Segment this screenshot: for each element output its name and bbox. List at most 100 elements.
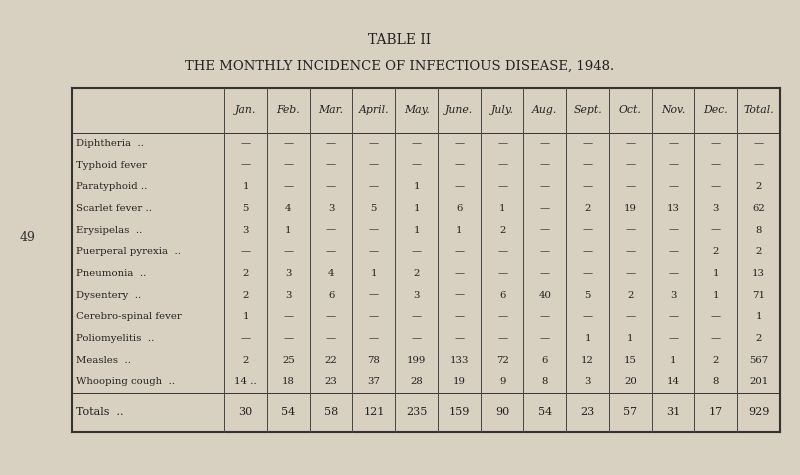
Text: 5: 5 [370, 204, 377, 213]
Text: —: — [369, 139, 379, 148]
Text: —: — [369, 247, 379, 257]
Text: 4: 4 [328, 269, 334, 278]
Text: 5: 5 [585, 291, 591, 300]
Text: Typhoid fever: Typhoid fever [76, 161, 147, 170]
Text: Whooping cough  ..: Whooping cough .. [76, 377, 175, 386]
Text: —: — [626, 226, 635, 235]
Text: —: — [540, 161, 550, 170]
Text: 1: 1 [242, 182, 249, 191]
Text: Pneumonia  ..: Pneumonia .. [76, 269, 146, 278]
Text: —: — [711, 226, 721, 235]
Text: 199: 199 [407, 356, 426, 365]
Text: —: — [711, 313, 721, 321]
Text: 2: 2 [755, 334, 762, 343]
Text: —: — [711, 182, 721, 191]
Text: 1: 1 [242, 313, 249, 321]
Text: —: — [497, 269, 507, 278]
Text: 2: 2 [755, 182, 762, 191]
Text: 1: 1 [755, 313, 762, 321]
Text: 3: 3 [584, 377, 591, 386]
Text: —: — [326, 334, 336, 343]
Text: —: — [497, 161, 507, 170]
Text: —: — [369, 226, 379, 235]
Text: —: — [283, 139, 294, 148]
Text: —: — [582, 139, 593, 148]
Text: 23: 23 [325, 377, 338, 386]
Text: 5: 5 [242, 204, 249, 213]
Text: —: — [326, 161, 336, 170]
Text: Sept.: Sept. [574, 105, 602, 115]
Text: Nov.: Nov. [661, 105, 686, 115]
Text: Oct.: Oct. [619, 105, 642, 115]
Text: —: — [369, 161, 379, 170]
Text: Scarlet fever ..: Scarlet fever .. [76, 204, 152, 213]
Text: April.: April. [358, 105, 389, 115]
Text: —: — [411, 247, 422, 257]
Text: —: — [454, 139, 465, 148]
Text: —: — [626, 269, 635, 278]
Text: 2: 2 [713, 247, 719, 257]
Text: 3: 3 [285, 291, 291, 300]
Text: 133: 133 [450, 356, 469, 365]
Text: 201: 201 [749, 377, 768, 386]
Text: Total.: Total. [743, 105, 774, 115]
Text: —: — [582, 269, 593, 278]
Text: 28: 28 [410, 377, 423, 386]
Text: 18: 18 [282, 377, 294, 386]
Text: TABLE II: TABLE II [369, 33, 431, 47]
Text: 1: 1 [584, 334, 591, 343]
Text: —: — [668, 313, 678, 321]
Text: —: — [582, 161, 593, 170]
Text: —: — [326, 139, 336, 148]
Text: 2: 2 [499, 226, 506, 235]
Text: 62: 62 [752, 204, 765, 213]
Text: July.: July. [490, 105, 514, 115]
Text: Dysentery  ..: Dysentery .. [76, 291, 142, 300]
Text: 25: 25 [282, 356, 294, 365]
Text: 58: 58 [324, 408, 338, 418]
Text: —: — [540, 139, 550, 148]
Text: 1: 1 [627, 334, 634, 343]
Text: Jan.: Jan. [235, 105, 256, 115]
Text: 3: 3 [670, 291, 676, 300]
Text: 6: 6 [456, 204, 462, 213]
Text: 6: 6 [542, 356, 548, 365]
Text: Paratyphoid ..: Paratyphoid .. [76, 182, 147, 191]
Text: —: — [241, 334, 250, 343]
Text: Measles  ..: Measles .. [76, 356, 131, 365]
Text: 31: 31 [666, 408, 680, 418]
Text: 78: 78 [367, 356, 380, 365]
Text: 57: 57 [623, 408, 638, 418]
Text: 3: 3 [328, 204, 334, 213]
Text: —: — [540, 226, 550, 235]
Text: —: — [582, 313, 593, 321]
Text: —: — [241, 247, 250, 257]
Text: 71: 71 [752, 291, 765, 300]
Text: 2: 2 [242, 356, 249, 365]
Text: 90: 90 [495, 408, 510, 418]
Text: —: — [668, 139, 678, 148]
Text: 1: 1 [499, 204, 506, 213]
Text: 2: 2 [585, 204, 591, 213]
Text: —: — [326, 247, 336, 257]
Text: —: — [497, 334, 507, 343]
Text: 15: 15 [624, 356, 637, 365]
Text: —: — [668, 269, 678, 278]
Text: —: — [369, 291, 379, 300]
Text: 13: 13 [666, 204, 680, 213]
Text: 159: 159 [449, 408, 470, 418]
Text: —: — [326, 182, 336, 191]
Text: Cerebro-spinal fever: Cerebro-spinal fever [76, 313, 182, 321]
Text: 12: 12 [581, 356, 594, 365]
Text: 13: 13 [752, 269, 765, 278]
Text: —: — [283, 182, 294, 191]
Text: Feb.: Feb. [277, 105, 300, 115]
Text: Dec.: Dec. [703, 105, 728, 115]
Text: —: — [582, 247, 593, 257]
Text: —: — [626, 139, 635, 148]
Text: —: — [411, 313, 422, 321]
Text: 23: 23 [581, 408, 594, 418]
Text: 20: 20 [624, 377, 637, 386]
Text: Aug.: Aug. [532, 105, 558, 115]
Text: 54: 54 [538, 408, 552, 418]
